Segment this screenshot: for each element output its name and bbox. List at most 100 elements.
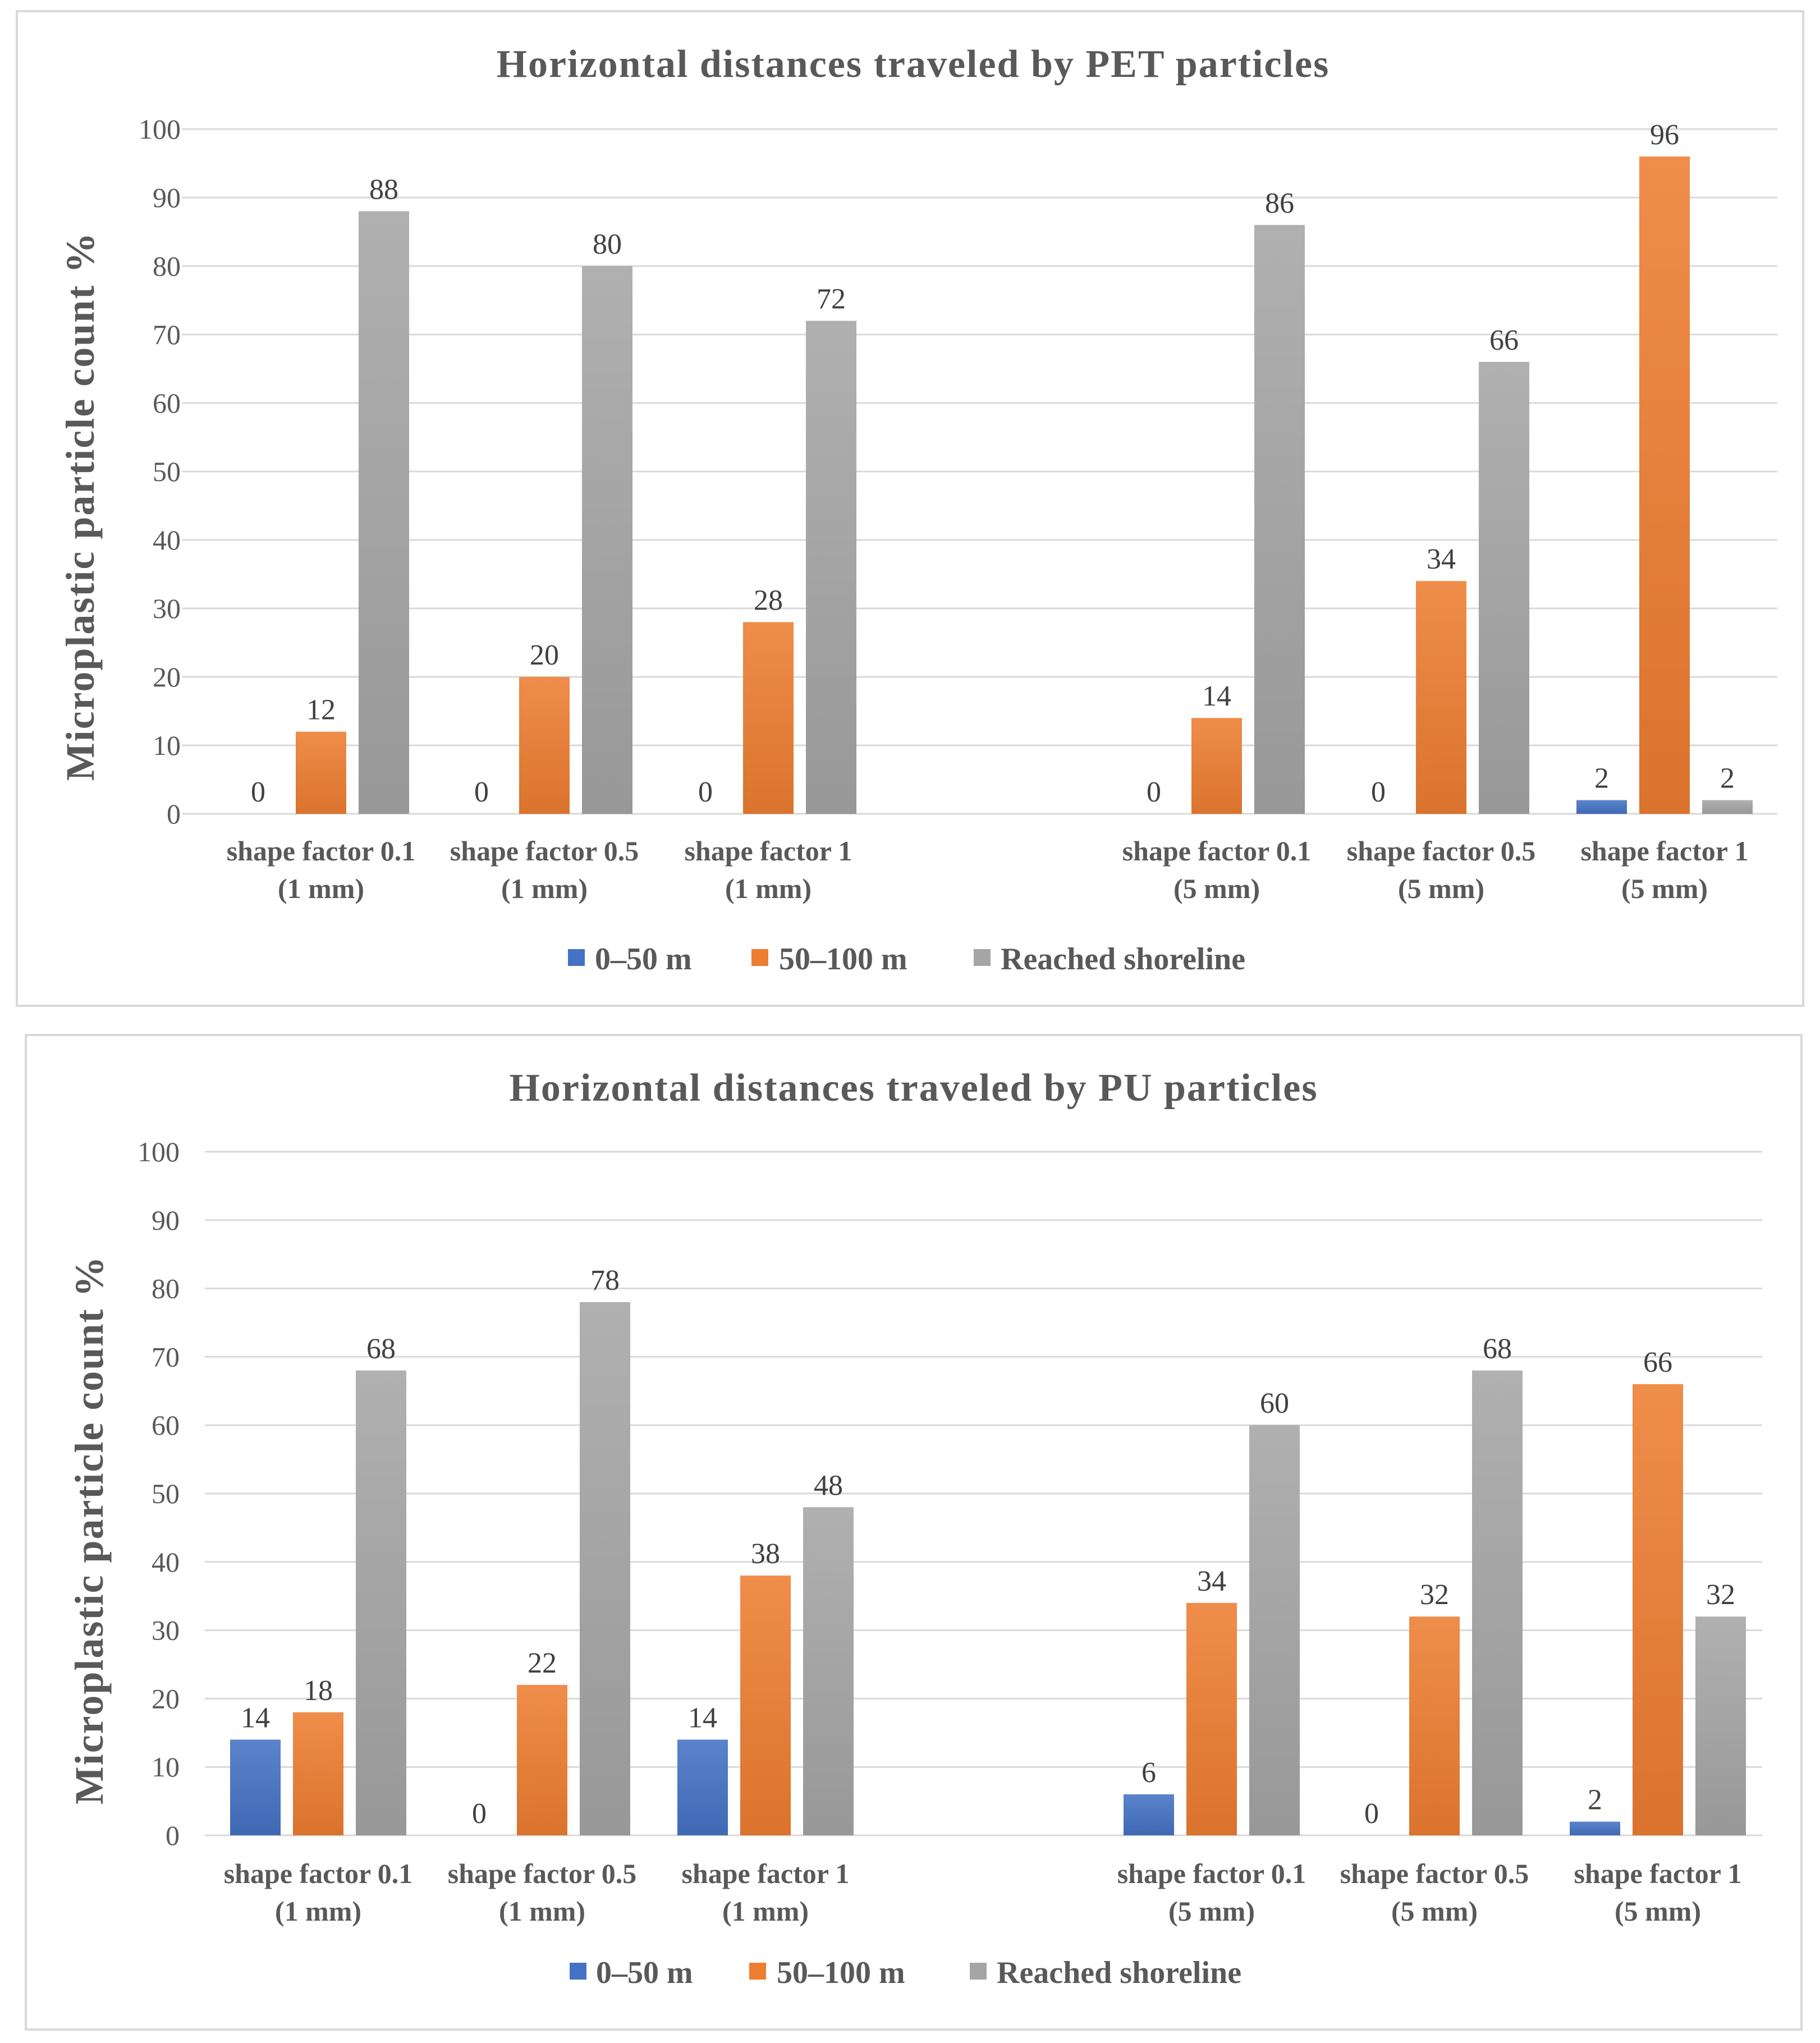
pu-x-category-sublabel: (1 mm) [722, 1895, 809, 1927]
pet-data-label-2-2: 72 [817, 283, 846, 315]
pu-data-label-1-1: 22 [528, 1647, 557, 1679]
pet-chart-panel: Horizontal distances traveled by PET par… [16, 10, 1804, 1007]
pet-y-tick-label: 30 [153, 593, 181, 624]
pet-legend-swatch-0 [568, 949, 585, 966]
pet-data-label-2-1: 28 [754, 584, 783, 616]
pet-data-label-1-1: 20 [530, 639, 559, 671]
pu-bar-4-2 [1472, 1370, 1523, 1835]
pu-bar-2-0 [677, 1739, 728, 1835]
pet-data-label-2-0: 0 [698, 776, 713, 808]
pet-y-tick-label: 10 [153, 730, 181, 761]
pet-bar-0-1 [296, 731, 346, 814]
pet-y-tick-label: 60 [153, 387, 181, 419]
pu-data-label-4-2: 68 [1483, 1333, 1512, 1365]
pu-data-label-4-0: 0 [1364, 1798, 1379, 1830]
pet-x-category-label: shape factor 0.5 [1347, 835, 1536, 867]
pu-y-axis-label: Microplastic particle count % [67, 1256, 112, 1805]
pu-y-tick-label: 0 [166, 1820, 180, 1851]
pet-data-label-4-1: 34 [1427, 543, 1456, 575]
pu-data-label-4-1: 32 [1420, 1579, 1449, 1611]
pet-legend-label-0: 0–50 m [595, 942, 692, 977]
pet-data-label-3-2: 86 [1265, 187, 1294, 219]
pet-legend-label-2: Reached shoreline [1001, 942, 1245, 977]
pet-y-tick-label: 80 [153, 250, 181, 282]
pu-data-label-1-2: 78 [590, 1265, 620, 1297]
pet-x-category-sublabel: (1 mm) [278, 873, 364, 904]
pet-y-tick-label: 0 [167, 798, 181, 830]
pet-y-tick-label: 50 [153, 456, 181, 487]
pu-x-category-sublabel: (1 mm) [499, 1895, 585, 1927]
pet-y-axis-label: Microplastic particle count % [58, 232, 103, 781]
pet-y-tick-label: 70 [153, 319, 181, 350]
pu-data-label-5-1: 66 [1643, 1346, 1672, 1378]
pu-data-label-0-0: 14 [241, 1702, 270, 1734]
pu-x-category-label: shape factor 0.1 [1117, 1858, 1306, 1889]
pet-bar-3-2 [1254, 225, 1305, 814]
pet-x-category-sublabel: (1 mm) [725, 873, 812, 904]
pu-data-label-0-2: 68 [366, 1333, 396, 1365]
pet-x-category-label: shape factor 0.1 [227, 835, 416, 867]
pu-x-category-label: shape factor 0.5 [448, 1858, 637, 1889]
pu-data-label-2-1: 38 [751, 1538, 780, 1570]
pu-bar-0-2 [356, 1370, 406, 1835]
pet-x-category-sublabel: (5 mm) [1173, 873, 1260, 904]
pu-y-tick-label: 10 [152, 1751, 180, 1783]
pet-x-category-label: shape factor 1 [1580, 835, 1748, 867]
pet-x-category-label: shape factor 0.1 [1122, 835, 1312, 867]
pu-data-label-3-2: 60 [1260, 1387, 1289, 1419]
pu-bar-3-2 [1249, 1425, 1300, 1835]
pet-legend-label-1: 50–100 m [779, 942, 907, 977]
pu-y-tick-label: 30 [152, 1615, 180, 1646]
pet-legend-swatch-2 [974, 949, 991, 966]
pet-bar-5-0 [1576, 800, 1627, 814]
pu-data-label-1-0: 0 [472, 1798, 487, 1830]
pu-bar-1-1 [517, 1685, 567, 1835]
pet-bar-0-2 [359, 211, 409, 814]
pu-x-category-label: shape factor 1 [1574, 1858, 1741, 1889]
pu-bar-5-2 [1695, 1616, 1746, 1835]
pu-data-label-3-0: 6 [1141, 1757, 1156, 1789]
pu-data-label-2-2: 48 [814, 1469, 843, 1501]
pu-x-category-label: shape factor 0.5 [1340, 1858, 1529, 1889]
pet-bar-4-1 [1416, 581, 1466, 814]
pet-data-label-0-0: 0 [251, 776, 265, 808]
pu-legend-swatch-0 [570, 1963, 586, 1980]
pu-legend-swatch-2 [970, 1963, 987, 1980]
pu-bar-0-1 [293, 1712, 343, 1835]
pu-y-tick-label: 70 [152, 1341, 180, 1372]
pet-data-label-0-1: 12 [306, 694, 336, 726]
pet-bar-2-2 [806, 320, 856, 814]
pu-y-tick-label: 80 [152, 1273, 180, 1304]
pu-data-label-2-0: 14 [688, 1702, 717, 1734]
pu-y-tick-label: 90 [152, 1204, 180, 1236]
pu-bar-2-1 [740, 1575, 791, 1835]
pet-data-label-5-0: 2 [1594, 763, 1609, 795]
pu-y-tick-label: 20 [152, 1683, 180, 1714]
pet-bar-5-2 [1702, 800, 1753, 814]
pet-x-category-label: shape factor 0.5 [450, 835, 639, 867]
pet-y-tick-label: 20 [153, 661, 181, 693]
pu-bar-3-0 [1124, 1794, 1174, 1835]
pu-x-category-sublabel: (1 mm) [275, 1895, 361, 1927]
pu-y-tick-label: 60 [152, 1409, 180, 1441]
pu-data-label-5-2: 32 [1706, 1579, 1735, 1611]
pet-y-tick-label: 90 [153, 182, 181, 213]
pet-x-category-sublabel: (5 mm) [1398, 873, 1484, 904]
pet-y-tick-label: 40 [153, 524, 181, 556]
pet-x-category-sublabel: (5 mm) [1621, 873, 1708, 904]
pet-bar-chart: Horizontal distances traveled by PET par… [58, 43, 1777, 977]
pu-legend-label-2: Reached shoreline [997, 1955, 1241, 1990]
pet-bar-3-1 [1191, 718, 1242, 814]
pet-legend-swatch-1 [751, 949, 768, 966]
pet-data-label-5-1: 96 [1650, 119, 1679, 151]
pu-chart-panel: Horizontal distances traveled by PU part… [25, 1034, 1803, 2031]
pet-bar-1-1 [519, 677, 570, 814]
pet-data-label-1-2: 80 [593, 228, 622, 260]
pu-data-label-3-1: 34 [1197, 1565, 1226, 1597]
pu-x-category-label: shape factor 1 [681, 1858, 849, 1889]
pet-bar-4-2 [1479, 361, 1529, 814]
pet-data-label-3-1: 14 [1202, 680, 1231, 712]
pet-bar-5-1 [1639, 156, 1690, 814]
pu-bar-0-0 [230, 1739, 281, 1835]
pu-x-category-sublabel: (5 mm) [1391, 1895, 1478, 1927]
